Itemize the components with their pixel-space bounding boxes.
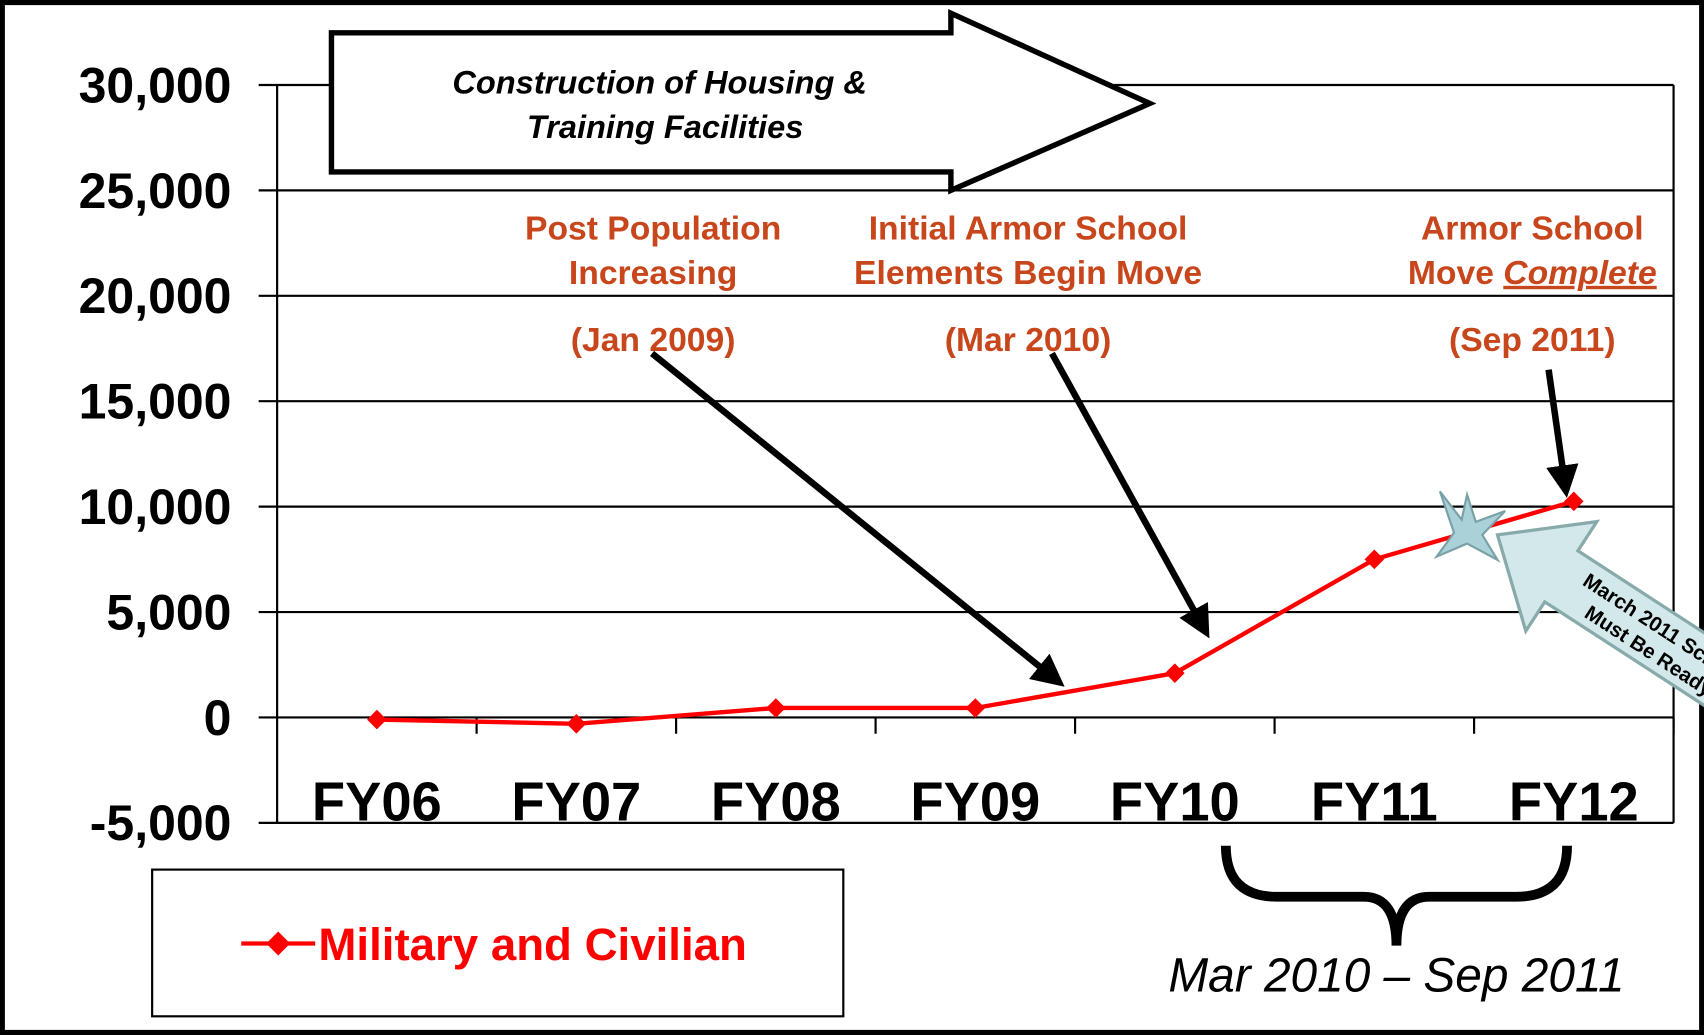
- annotation-date: (Sep 2011): [1449, 322, 1616, 359]
- annotation: Increasing: [569, 255, 737, 292]
- annotation: Elements Begin Move: [854, 255, 1202, 292]
- y-tick-label: 0: [204, 690, 232, 746]
- annotation: Initial Armor School: [869, 210, 1188, 247]
- brace: [1220, 845, 1572, 946]
- x-tick-label: FY07: [511, 772, 641, 833]
- annotation: Armor School: [1421, 210, 1644, 247]
- x-tick-label: FY06: [312, 772, 442, 833]
- y-tick-label: 15,000: [79, 374, 232, 430]
- legend-marker: [266, 931, 291, 956]
- x-tick-label: FY12: [1509, 772, 1639, 833]
- plot-area: -5,000 0 5,000 10,000 15,000 20,000 25,000 30,0…: [79, 57, 1675, 851]
- y-tick-label: 5,000: [106, 584, 231, 640]
- pointer-arrow: [1049, 351, 1210, 639]
- legend-label: Military and Civilian: [318, 919, 746, 970]
- x-tick-label: FY09: [910, 772, 1040, 833]
- banner-text: Training Facilities: [527, 108, 804, 145]
- x-tick-label: FY08: [711, 772, 841, 833]
- point-marker: [1364, 549, 1385, 570]
- point-marker: [566, 714, 587, 734]
- y-tick-label: 25,000: [79, 163, 232, 219]
- annotation: Move Complete: [1408, 255, 1657, 292]
- point-marker: [965, 698, 986, 718]
- annotation: Move: [1408, 255, 1503, 292]
- y-tick-label: 20,000: [79, 268, 232, 324]
- point-marker: [1165, 663, 1185, 683]
- banner-text: Construction of Housing &: [452, 64, 867, 101]
- x-tick-label: FY10: [1110, 772, 1240, 833]
- annotation-date: (Mar 2010): [945, 322, 1112, 359]
- point-marker: [766, 698, 786, 718]
- star: [1433, 490, 1506, 563]
- pointer-arrow: [1545, 369, 1579, 498]
- annotation-emphasis: Complete: [1503, 255, 1656, 292]
- banner-arrow: [328, 9, 1157, 195]
- legend-entries: Military and Civilian: [241, 919, 747, 970]
- y-tick-label: 10,000: [79, 479, 232, 535]
- annotation: Post Population: [525, 210, 781, 247]
- callout-arrow: [1495, 519, 1704, 717]
- y-tick-label: 30,000: [79, 57, 232, 113]
- y-tick-label: -5,000: [90, 795, 232, 851]
- point-marker: [367, 709, 387, 730]
- pointer-arrow: [649, 350, 1065, 687]
- pointer-arrows: [649, 350, 1579, 687]
- range-label: Mar 2010 – Sep 2011: [1168, 949, 1624, 1002]
- x-tick-label: FY11: [1311, 772, 1438, 833]
